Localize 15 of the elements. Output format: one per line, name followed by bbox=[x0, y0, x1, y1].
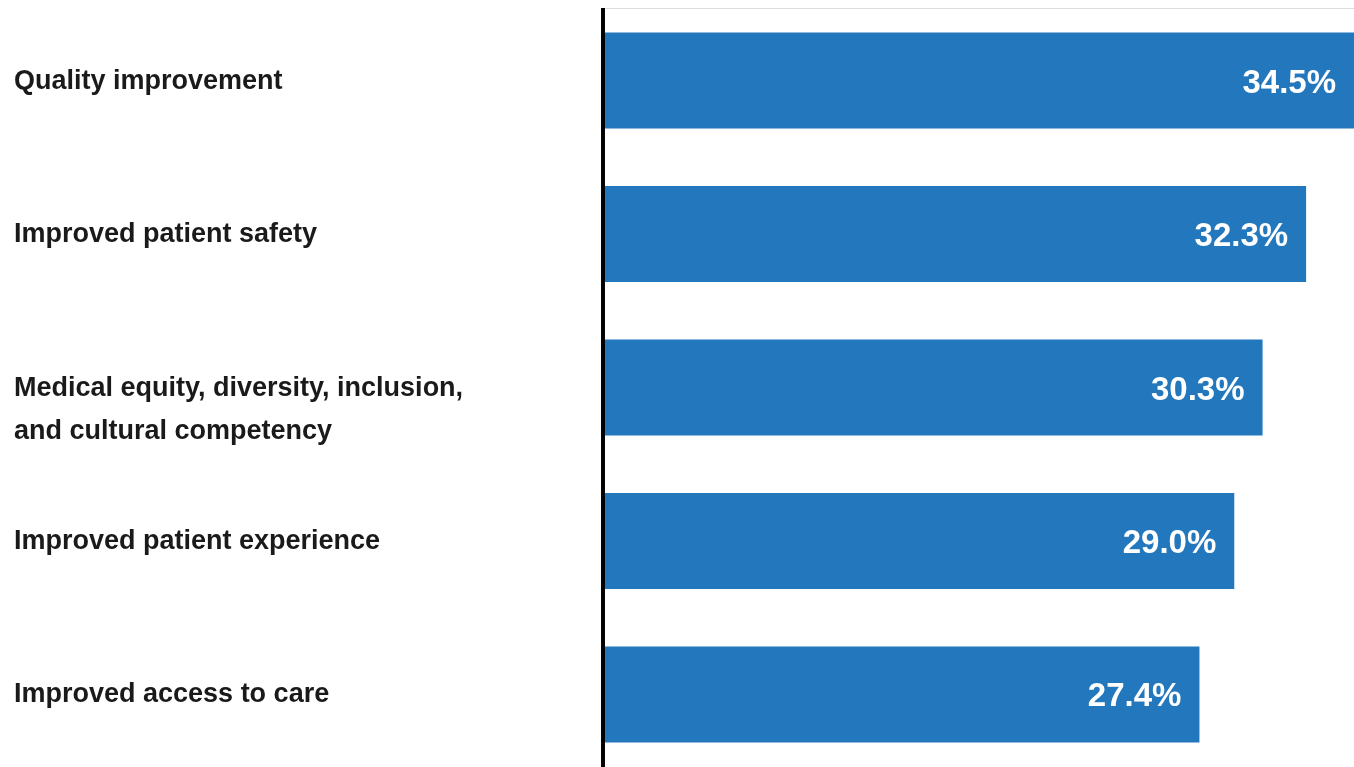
data-label: 34.5% bbox=[1242, 62, 1336, 100]
y-tick-label: Medical equity, diversity, inclusion, and cultural competency bbox=[14, 371, 464, 445]
bar bbox=[603, 492, 1235, 589]
y-tick-label: Improved patient safety bbox=[14, 218, 318, 249]
bar bbox=[603, 32, 1354, 129]
y-tick-label: Quality improvement bbox=[14, 64, 283, 95]
y-tick-label: Improved access to care bbox=[14, 678, 330, 709]
bar bbox=[603, 186, 1307, 283]
data-label: 30.3% bbox=[1151, 369, 1245, 407]
data-label: 29.0% bbox=[1122, 522, 1217, 560]
y-tick-label: Improved patient experience bbox=[14, 524, 381, 555]
bar bbox=[603, 646, 1200, 743]
data-label: 27.4% bbox=[1087, 676, 1182, 714]
data-label: 32.3% bbox=[1194, 216, 1289, 254]
bar bbox=[603, 339, 1263, 436]
